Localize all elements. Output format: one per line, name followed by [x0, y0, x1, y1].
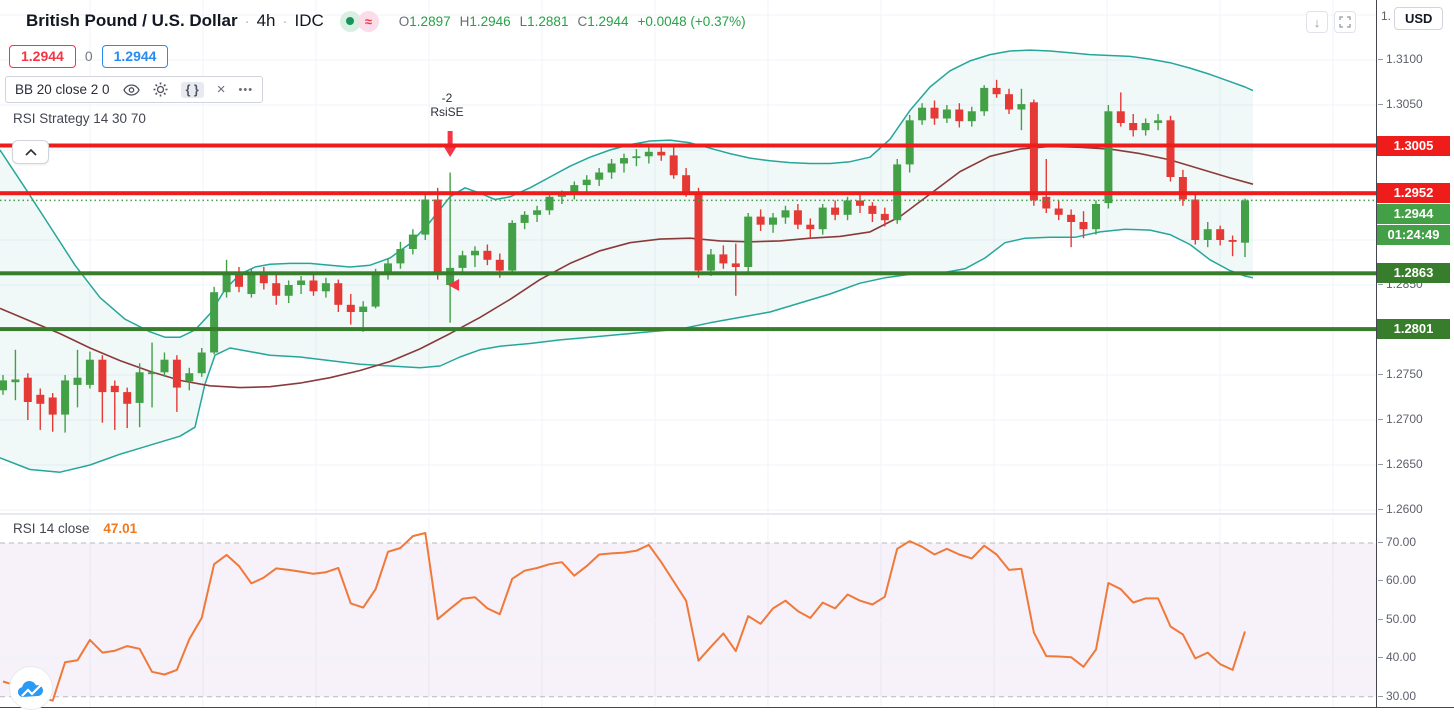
rsi-strategy-legend[interactable]: RSI Strategy 14 30 70 [13, 111, 146, 126]
rsi-value: 47.01 [103, 521, 138, 536]
price-axis-label: 1.2700 [1378, 412, 1423, 426]
chart-header: British Pound / U.S. Dollar · 4h · IDC ≈… [26, 7, 746, 35]
high-value: 1.2946 [469, 13, 511, 29]
order-qty-label: 0 [84, 48, 93, 64]
price-axis-badge: 1.2863 [1377, 263, 1450, 284]
grid-layer [0, 0, 1376, 707]
order-price-limit[interactable]: 1.2944 [101, 44, 169, 68]
price-axis-badge: 1.3005 [1377, 135, 1450, 156]
strategy-trade-annotation: -2 RsiSE [417, 91, 477, 119]
support-resistance-line [0, 191, 1376, 196]
open-value: 1.2897 [409, 13, 451, 29]
bb-lower-band [0, 228, 1254, 473]
delayed-data-icon: ≈ [357, 10, 379, 32]
high-label: H [459, 13, 470, 29]
support-resistance-line [0, 327, 1376, 332]
price-axis-badge: 1.2944 [1377, 204, 1450, 225]
candlesticks-layer [0, 79, 1249, 433]
low-label: L [519, 13, 528, 29]
data-status-pill[interactable]: ≈ [339, 10, 379, 32]
price-axis-label: 1.2600 [1378, 502, 1423, 516]
trade-name-label: RsiSE [430, 105, 464, 119]
trade-qty-label: -2 [441, 91, 453, 105]
pane-divider[interactable] [0, 513, 1454, 515]
rsi-indicator-legend[interactable]: RSI 14 close 47.01 [13, 521, 137, 536]
rsi-legend-text: RSI 14 close [13, 521, 90, 536]
trade-entry-triangle-icon [448, 279, 460, 291]
order-price-stop[interactable]: 1.2944 [9, 44, 76, 68]
ohlc-readout: O 1.2897 H 1.2946 L 1.2881 C 1.2944 +0.0048 … [399, 14, 746, 29]
close-icon[interactable]: × [216, 81, 226, 98]
main-chart-canvas[interactable] [0, 0, 1376, 707]
more-options-icon[interactable]: ••• [238, 83, 254, 96]
rsi-axis-label: 30.00 [1377, 688, 1417, 703]
support-resistance-line [0, 143, 1376, 148]
collapse-legend-button[interactable] [12, 140, 49, 164]
bb-legend-text: BB 20 close 2 0 [15, 82, 110, 97]
chevron-up-icon [24, 148, 37, 156]
change-value: +0.0048 (+0.37%) [637, 13, 746, 29]
rsi-axis-label: 50.00 [1377, 611, 1417, 626]
market-open-icon [339, 10, 361, 32]
price-axis[interactable]: 1.3100 1.3050 1.2850 1.2750 1.2700 1.2650 1.26… [1376, 0, 1454, 707]
exchange-label: IDC [294, 11, 324, 30]
symbol-title[interactable]: British Pound / U.S. Dollar [26, 11, 238, 30]
rsi-axis-label: 40.00 [1377, 650, 1417, 665]
strategy-order-labels: 1.2944 0 1.2944 [9, 44, 169, 68]
bb-indicator-legend[interactable]: BB 20 close 2 0 { } × ••• [5, 76, 264, 103]
download-icon[interactable]: ↓ [1306, 11, 1328, 33]
source-code-icon[interactable]: { } [180, 81, 204, 98]
price-axis-badge: 1.2801 [1377, 319, 1450, 340]
rsi-axis-label: 60.00 [1377, 573, 1417, 588]
rsi-axis-label: 70.00 [1377, 535, 1417, 549]
bb-fill [0, 50, 1253, 473]
clipped-price-label: 1. [1381, 9, 1392, 23]
open-label: O [398, 13, 410, 29]
price-axis-label: 1.3100 [1378, 52, 1423, 66]
chart-action-buttons: ↓ [1306, 11, 1356, 33]
currency-button[interactable]: USD [1394, 7, 1444, 30]
settings-gear-icon[interactable] [153, 82, 168, 97]
low-value: 1.2881 [527, 13, 569, 29]
price-axis-badge: 01:24:49 [1377, 225, 1450, 246]
price-axis-label: 1.2650 [1378, 457, 1423, 471]
eye-icon[interactable] [122, 83, 140, 96]
header-separator: · [244, 12, 250, 30]
header-separator: · [282, 12, 288, 30]
fullscreen-icon[interactable] [1334, 11, 1356, 33]
price-axis-label: 1.2750 [1378, 367, 1423, 381]
rsi-line [2, 532, 1246, 702]
price-axis-label: 1.3050 [1378, 97, 1423, 111]
close-label: C [577, 13, 588, 29]
close-value: 1.2944 [587, 13, 629, 29]
price-axis-badge: 1.2952 [1377, 183, 1450, 204]
interval-label[interactable]: 4h [256, 11, 276, 30]
support-resistance-line [0, 271, 1376, 276]
time-axis-border [0, 707, 1454, 708]
tradingview-logo[interactable] [8, 665, 54, 711]
